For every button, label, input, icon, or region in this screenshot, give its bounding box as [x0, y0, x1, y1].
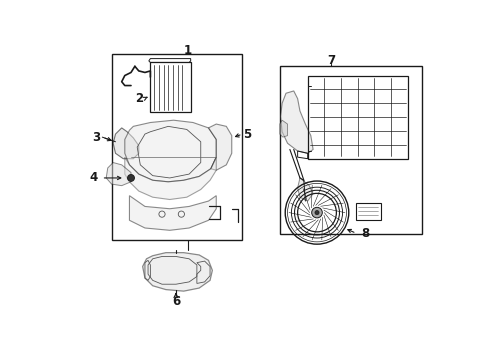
Bar	[356, 203, 381, 220]
Text: 7: 7	[327, 54, 335, 67]
Text: 1: 1	[184, 44, 192, 57]
Polygon shape	[125, 157, 216, 199]
Polygon shape	[281, 91, 313, 153]
Bar	[280, 66, 422, 234]
Polygon shape	[209, 124, 232, 170]
Polygon shape	[125, 120, 216, 182]
Bar	[112, 54, 242, 239]
Circle shape	[312, 207, 322, 218]
Bar	[150, 62, 191, 112]
Text: 5: 5	[243, 127, 251, 140]
Text: 6: 6	[172, 294, 180, 308]
Text: 2: 2	[135, 92, 143, 105]
Polygon shape	[143, 253, 212, 291]
Text: 4: 4	[90, 171, 98, 184]
Text: 3: 3	[92, 131, 100, 144]
Circle shape	[127, 175, 134, 181]
Text: 8: 8	[361, 227, 369, 240]
Polygon shape	[113, 128, 139, 159]
Bar	[308, 76, 409, 159]
Polygon shape	[129, 195, 216, 230]
Polygon shape	[297, 178, 313, 201]
Circle shape	[315, 211, 319, 215]
Polygon shape	[106, 163, 131, 186]
Polygon shape	[280, 120, 288, 137]
